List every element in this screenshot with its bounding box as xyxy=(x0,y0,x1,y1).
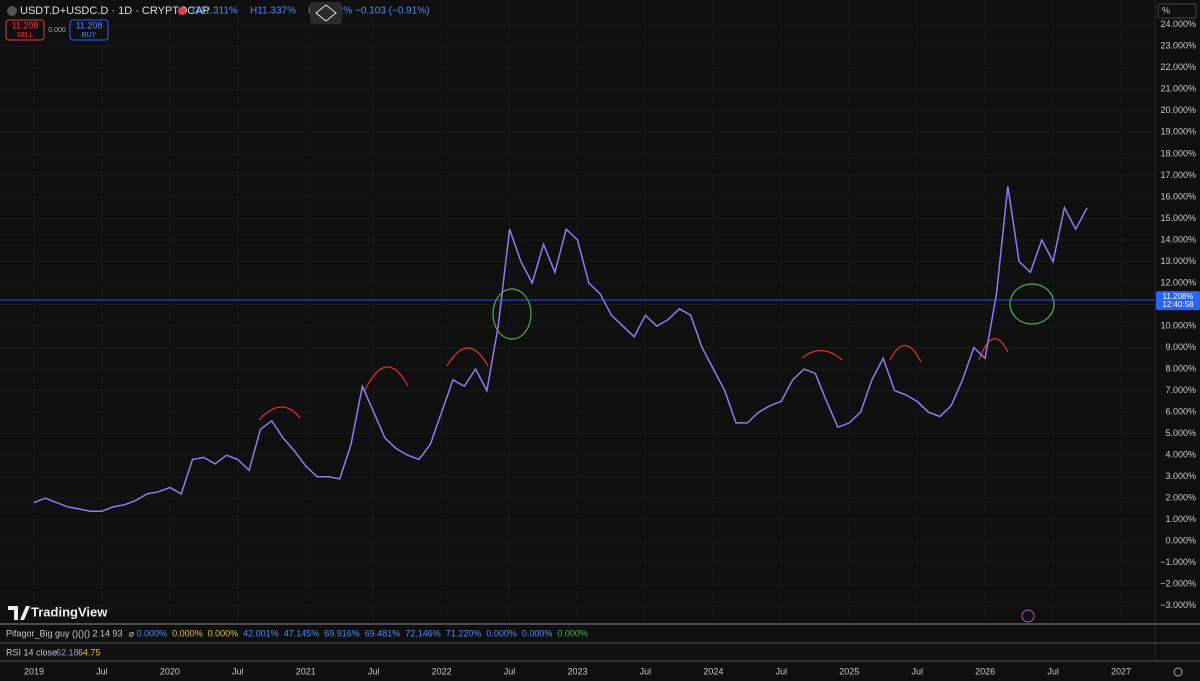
buy-price: 11.208 xyxy=(76,20,103,30)
y-tick-label: 21.000% xyxy=(1160,84,1196,94)
y-tick-label: −1.000% xyxy=(1160,557,1196,567)
y-tick-label: 14.000% xyxy=(1160,234,1196,244)
rsi-value: 62.18 xyxy=(56,647,79,657)
arc xyxy=(889,344,922,363)
y-tick-label: 5.000% xyxy=(1165,428,1196,438)
y-tick-label: 20.000% xyxy=(1160,105,1196,115)
sell-price: 11.208 xyxy=(12,20,39,30)
indicator-value: 0.000% xyxy=(137,628,168,638)
y-tick-label: 16.000% xyxy=(1160,191,1196,201)
y-tick-label: 8.000% xyxy=(1165,363,1196,373)
move-icon xyxy=(315,4,337,22)
y-tick-label: 18.000% xyxy=(1160,148,1196,158)
unit: % xyxy=(1162,5,1170,15)
buy-button[interactable] xyxy=(69,19,109,41)
y-tick-label: 12.000% xyxy=(1160,277,1196,287)
y-tick-label: 19.000% xyxy=(1160,127,1196,137)
indicator-value: 42.001% xyxy=(243,628,279,638)
brand: TradingView xyxy=(31,604,108,619)
y-tick-label: 1.000% xyxy=(1165,514,1196,524)
y-tick-label: 4.000% xyxy=(1165,450,1196,460)
countdown: 12:40:58 xyxy=(1162,300,1194,309)
move-handle[interactable] xyxy=(310,2,342,24)
circle xyxy=(1009,283,1055,325)
x-tick-label: 2024 xyxy=(703,666,723,676)
price-badge xyxy=(1156,291,1200,311)
arc xyxy=(258,406,301,421)
x-tick-label: 2019 xyxy=(24,666,44,676)
x-tick-label: Jul xyxy=(1047,666,1059,676)
y-tick-label: 13.000% xyxy=(1160,256,1196,266)
indicator-value: 0.000% xyxy=(522,628,553,638)
x-tick-label: 2021 xyxy=(296,666,316,676)
symbol: USDT.D+USDC.D · 1D · CRYPTOCAP xyxy=(20,5,210,17)
circle xyxy=(492,288,532,340)
x-tick-label: 2023 xyxy=(567,666,587,676)
x-tick-label: Jul xyxy=(640,666,652,676)
y-tick-label: 6.000% xyxy=(1165,407,1196,417)
x-tick-label: Jul xyxy=(368,666,380,676)
event-icon[interactable] xyxy=(1021,609,1035,623)
buy-label: BUY xyxy=(82,32,97,39)
ohlc-high: H11.337% xyxy=(250,6,296,17)
arc xyxy=(446,347,489,367)
indicator-value: 0.000% xyxy=(208,628,239,638)
indicator-icon: ⌀ xyxy=(129,628,135,638)
x-tick-label: Jul xyxy=(232,666,244,676)
y-tick-label: 0.000% xyxy=(1165,536,1196,546)
plot xyxy=(0,186,1155,512)
sell-button[interactable] xyxy=(5,19,45,41)
indicator-value: 72.146% xyxy=(405,628,441,638)
indicator-value: 0.000% xyxy=(172,628,203,638)
indicator-value: 47.145% xyxy=(284,628,320,638)
indicator-name: Pifagor_Big guy ()()() 2 14 93 xyxy=(6,628,123,638)
y-tick-label: 22.000% xyxy=(1160,62,1196,72)
grid xyxy=(0,0,1155,622)
annotations xyxy=(258,283,1055,421)
settings-icon[interactable] xyxy=(1173,667,1183,677)
indicator-value: 71.220% xyxy=(446,628,482,638)
x-tick-label: Jul xyxy=(776,666,788,676)
y-tick-label: −3.000% xyxy=(1160,600,1196,610)
rsi-value: 64.75 xyxy=(78,647,101,657)
indicator-value: 0.000% xyxy=(557,628,588,638)
x-tick-label: 2022 xyxy=(432,666,452,676)
status-dot xyxy=(178,7,186,15)
x-tick-label: 2027 xyxy=(1111,666,1131,676)
y-tick-label: 17.000% xyxy=(1160,170,1196,180)
x-tick-label: 2020 xyxy=(160,666,180,676)
y-tick-label: 10.000% xyxy=(1160,320,1196,330)
ohlc-change: −0.103 (−0.91%) xyxy=(355,6,430,17)
y-tick-label: −2.000% xyxy=(1160,579,1196,589)
indicator-value: 0.000% xyxy=(486,628,517,638)
indicator-value: 69.481% xyxy=(365,628,401,638)
indicator-value: 69.916% xyxy=(324,628,360,638)
y-tick-label: 2.000% xyxy=(1165,493,1196,503)
x-tick-label: 2026 xyxy=(975,666,995,676)
y-tick-label: 9.000% xyxy=(1165,342,1196,352)
arc xyxy=(363,366,409,393)
spread: 0.000 xyxy=(48,27,66,34)
rsi-name: RSI 14 close xyxy=(6,647,57,657)
x-tick-label: Jul xyxy=(504,666,516,676)
x-tick-label: Jul xyxy=(96,666,108,676)
y-tick-label: 7.000% xyxy=(1165,385,1196,395)
price-line xyxy=(33,186,1088,512)
unit-box[interactable] xyxy=(1157,3,1197,19)
sell-label: SELL xyxy=(16,32,33,39)
ohlc-open: O11.311% xyxy=(192,6,238,17)
y-tick-label: 3.000% xyxy=(1165,471,1196,481)
y-tick-label: 24.000% xyxy=(1160,19,1196,29)
price-badge-label: 11.208% xyxy=(1163,292,1194,301)
symbol-icon xyxy=(7,6,17,16)
x-tick-label: 2025 xyxy=(839,666,859,676)
brand-logo xyxy=(8,606,30,620)
y-tick-label: 23.000% xyxy=(1160,41,1196,51)
y-tick-label: 15.000% xyxy=(1160,213,1196,223)
x-tick-label: Jul xyxy=(911,666,923,676)
arc xyxy=(801,349,843,361)
